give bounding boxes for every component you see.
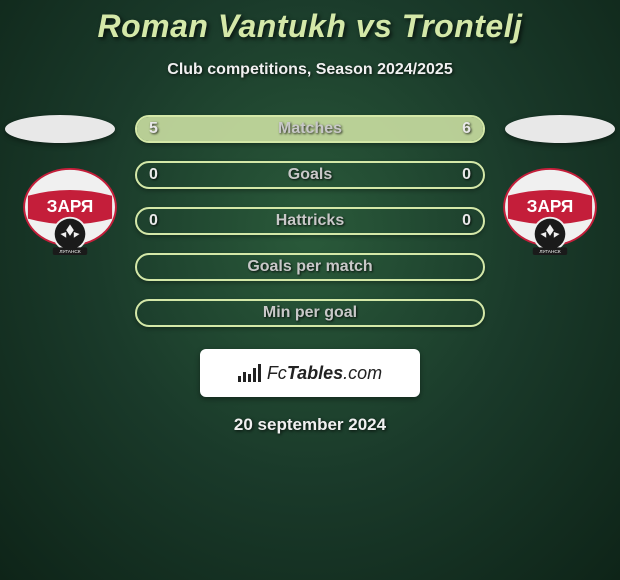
- comparison-panel: ЗАРЯ ЛУГАНСК ЗАРЯ ЛУГАНСК: [0, 115, 620, 435]
- stat-label: Goals: [288, 166, 332, 184]
- stat-row: 0 0 Goals: [135, 161, 485, 189]
- stat-label: Matches: [278, 120, 342, 138]
- stat-row: 5 6 Matches: [135, 115, 485, 143]
- footer-date: 20 september 2024: [0, 415, 620, 435]
- chart-bars-icon: [238, 364, 261, 382]
- svg-text:ЛУГАНСК: ЛУГАНСК: [539, 249, 560, 255]
- stat-value-right: 0: [462, 212, 471, 230]
- stat-value-right: 6: [462, 120, 471, 138]
- stat-label: Hattricks: [276, 212, 344, 230]
- stat-label: Goals per match: [247, 258, 372, 276]
- stat-value-left: 5: [149, 120, 158, 138]
- club-badge-right: ЗАРЯ ЛУГАНСК: [502, 167, 598, 255]
- player-silhouette-right: [505, 115, 615, 143]
- svg-text:ЗАРЯ: ЗАРЯ: [47, 196, 94, 216]
- brand-text: FcTables.com: [267, 363, 382, 384]
- stat-fill-left: [137, 117, 293, 141]
- stat-row: 0 0 Hattricks: [135, 207, 485, 235]
- svg-text:ЛУГАНСК: ЛУГАНСК: [59, 249, 80, 255]
- comparison-title: Roman Vantukh vs Trontelj: [0, 8, 620, 45]
- brand-box[interactable]: FcTables.com: [200, 349, 420, 397]
- comparison-subtitle: Club competitions, Season 2024/2025: [0, 61, 620, 79]
- stat-value-left: 0: [149, 212, 158, 230]
- player-silhouette-left: [5, 115, 115, 143]
- svg-text:ЗАРЯ: ЗАРЯ: [527, 196, 574, 216]
- stat-row: Goals per match: [135, 253, 485, 281]
- stat-value-left: 0: [149, 166, 158, 184]
- stat-label: Min per goal: [263, 304, 357, 322]
- stats-list: 5 6 Matches 0 0 Goals 0 0 Hattricks Goals per mat…: [135, 115, 485, 327]
- club-badge-left: ЗАРЯ ЛУГАНСК: [22, 167, 118, 255]
- stat-row: Min per goal: [135, 299, 485, 327]
- stat-value-right: 0: [462, 166, 471, 184]
